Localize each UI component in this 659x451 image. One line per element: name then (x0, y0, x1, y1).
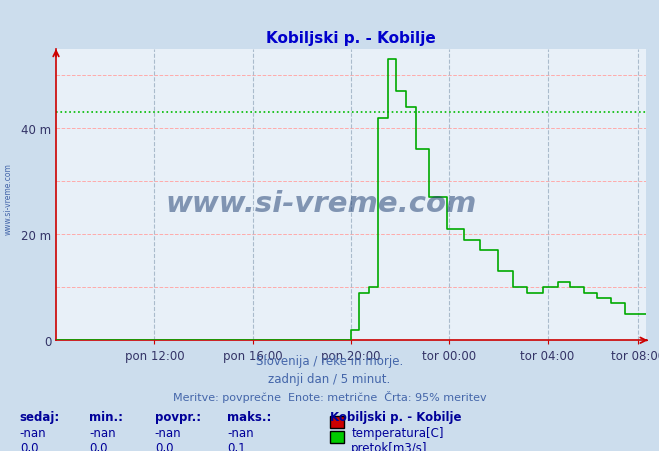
Text: www.si-vreme.com: www.si-vreme.com (166, 190, 477, 218)
Text: Slovenija / reke in morje.: Slovenija / reke in morje. (256, 354, 403, 367)
Text: Kobiljski p. - Kobilje: Kobiljski p. - Kobilje (330, 410, 461, 423)
Text: 0,1: 0,1 (227, 441, 246, 451)
Text: www.si-vreme.com: www.si-vreme.com (3, 162, 13, 235)
Text: povpr.:: povpr.: (155, 410, 201, 423)
Text: -nan: -nan (89, 426, 115, 439)
Text: min.:: min.: (89, 410, 123, 423)
Text: -nan: -nan (155, 426, 181, 439)
Text: 0,0: 0,0 (89, 441, 107, 451)
Title: Kobiljski p. - Kobilje: Kobiljski p. - Kobilje (266, 31, 436, 46)
Text: sedaj:: sedaj: (20, 410, 60, 423)
Text: maks.:: maks.: (227, 410, 272, 423)
Text: -nan: -nan (227, 426, 254, 439)
Text: -nan: -nan (20, 426, 46, 439)
Text: Meritve: povprečne  Enote: metrične  Črta: 95% meritev: Meritve: povprečne Enote: metrične Črta:… (173, 390, 486, 402)
Text: 0,0: 0,0 (20, 441, 38, 451)
Text: zadnji dan / 5 minut.: zadnji dan / 5 minut. (268, 372, 391, 385)
Text: 0,0: 0,0 (155, 441, 173, 451)
Text: temperatura[C]: temperatura[C] (351, 426, 444, 439)
Text: pretok[m3/s]: pretok[m3/s] (351, 441, 428, 451)
